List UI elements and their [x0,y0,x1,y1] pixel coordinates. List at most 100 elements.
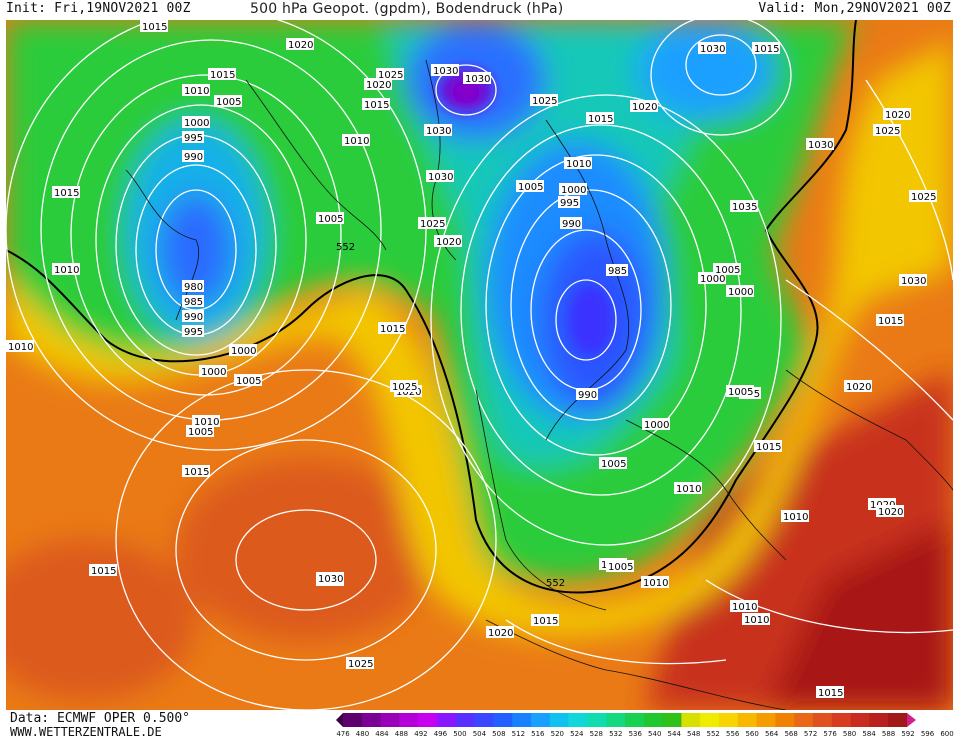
isobar-label: 1015 [54,188,79,199]
legend-cell [474,713,494,727]
legend-cell [831,713,852,727]
legend-cell [719,713,739,727]
isobar-label: 1030 [426,126,451,137]
contour-552-label-south: 552 [546,578,565,589]
legend-tick-label: 532 [609,730,623,738]
isobar-label: 985 [608,266,627,277]
isobar-label: 995 [184,327,203,338]
isobar-label: 1020 [488,628,513,639]
legend-tick-label: 524 [570,730,584,738]
isobar-label: 1025 [420,219,445,230]
legend-cell [775,713,795,727]
isobar-label-box [6,340,34,352]
isobar-label: 1015 [380,324,405,335]
isobar-label-box [698,42,726,54]
legend-tick-label: 536 [628,730,642,738]
isobar-label: 1025 [378,70,403,81]
legend-cell [512,713,532,727]
isobar-label-box [726,285,754,297]
isobar-label-box [463,72,491,84]
isobar-label-box [346,657,374,669]
isobar-label-box [730,200,758,212]
legend-cell [531,713,551,727]
legend-cell [756,713,776,727]
legend-tick-label: 592 [901,730,915,738]
isobar-label: 1000 [231,346,256,357]
isobar-label-box [182,131,204,143]
isobar-label-box [140,20,168,32]
isobar-label-box [486,626,514,638]
isobar-label: 1020 [436,237,461,248]
isobar-label-box [730,600,758,612]
isobar-label: 1005 [715,265,740,276]
isobar-label-box [606,264,628,276]
isobar-label: 1010 [566,159,591,170]
isobar-label-box [52,263,80,275]
init-time-label: Init: Fri,19NOV2021 00Z [6,1,191,16]
isobar-label: 990 [184,152,203,163]
isobar-label-box [530,94,558,106]
isobar-label-box [816,686,844,698]
isobar-label-box [909,190,937,202]
isobar-label-box [192,415,220,427]
geopotential-map: 1015102010151010100510009959901015101098… [6,20,953,710]
isobar-label: 1010 [643,578,668,589]
legend-cell [700,713,720,727]
isobar-label: 1030 [808,140,833,151]
isobar-label-box [606,560,634,572]
isobar-label-box [558,196,580,208]
isobar-label-box [390,380,418,392]
isobar-label-box [199,365,227,377]
isobar-label-box [742,613,770,625]
isobar-label: 1000 [644,420,669,431]
legend-cell [587,713,607,727]
legend-tick-label: 596 [920,730,935,738]
isobar-label-box [883,108,911,120]
isobar-label: 1015 [364,100,389,111]
isobar-label: 1010 [184,86,209,97]
footer-bar: Data: ECMWF OPER 0.500° WWW.WETTERZENTRA… [0,710,959,741]
isobar-label-box [806,138,834,150]
isobar-label-box [426,170,454,182]
isobar-label: 1030 [318,574,343,585]
legend-tick-label: 576 [823,730,837,738]
legend-cell [437,713,457,727]
isobar-label: 1015 [756,442,781,453]
isobar-label: 1020 [288,40,313,51]
map-title: 500 hPa Geopot. (gpdm), Bodendruck (hPa) [250,1,564,17]
isobar-label-box [599,457,627,469]
isobar-label-box [516,180,544,192]
header-bar: Init: Fri,19NOV2021 00Z 500 hPa Geopot. … [0,0,959,20]
isobar-label: 1010 [783,512,808,523]
isobar-label: 990 [184,312,203,323]
isobar-label: 1005 [608,562,633,573]
isobar-label-box [52,186,80,198]
legend-cell [399,713,419,727]
isobar-label: 1030 [901,276,926,287]
isobar-label: 1000 [700,274,725,285]
isobar-label: 1015 [91,566,116,577]
isobar-label-box [641,576,669,588]
legend-tick-label: 564 [764,730,779,738]
isobar-label: 1000 [728,287,753,298]
weather-map: 1015 1020 1015 1010 1005 1000 995 990 1015 1010 98… [6,20,953,710]
isobar-label-box [876,314,904,326]
legend-cell [343,713,363,727]
legend-tick-label: 528 [589,730,603,738]
isobar-label: 1030 [465,74,490,85]
legend-tick-label: 540 [648,730,662,738]
legend-tick-label: 500 [453,730,467,738]
isobar-label: 1005 [236,376,261,387]
isobar-label-box [182,325,204,337]
isobar-label: 1005 [601,459,626,470]
isobar-label: 1020 [366,80,391,91]
legend-tick-label: 600 [940,730,954,738]
isobar-label: 1025 [348,659,373,670]
isobar-label: 1035 [732,202,757,213]
legend-cell [418,713,438,727]
legend-cell [794,713,814,727]
isobar-label-box [214,95,242,107]
isobar-label: 1020 [885,110,910,121]
legend-cell [737,713,758,727]
legend-tick-label: 560 [745,730,759,738]
